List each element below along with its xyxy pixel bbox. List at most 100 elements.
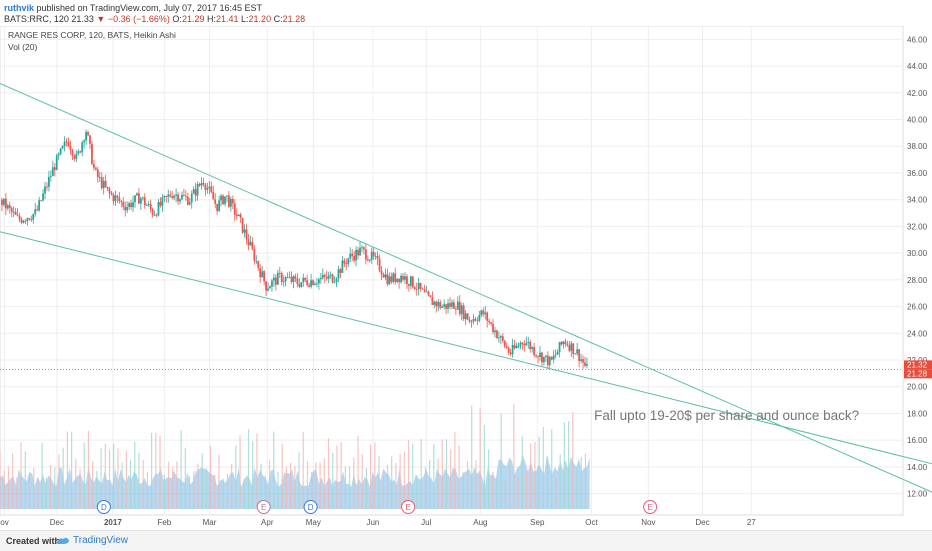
candle-body xyxy=(206,188,209,190)
price-chart[interactable]: 46.00 44.00 42.00 40.00 38.00 36.00 34.00 32.00… xyxy=(0,25,932,530)
candle-body xyxy=(253,249,256,262)
candle-body xyxy=(224,196,226,205)
low-label: L: xyxy=(241,14,249,24)
x-tick-label: Apr xyxy=(261,518,274,527)
candle-body xyxy=(155,214,158,216)
candle-body xyxy=(347,258,350,265)
candle-body xyxy=(181,194,183,200)
x-tick-label: Dec xyxy=(695,518,709,527)
chart-area[interactable]: 46.00 44.00 42.00 40.00 38.00 36.00 34.00 32.00… xyxy=(0,25,932,530)
candle-body xyxy=(235,214,238,217)
candle-body xyxy=(523,343,526,346)
candle-body xyxy=(290,276,293,283)
candle-body xyxy=(488,320,491,323)
candle-body xyxy=(527,342,530,344)
event-marker xyxy=(96,500,111,514)
candle-body xyxy=(531,347,534,350)
candle-body xyxy=(476,320,479,322)
candle-body xyxy=(335,278,338,282)
candle-body xyxy=(396,278,399,282)
candle-body xyxy=(141,197,144,199)
candle-body xyxy=(67,142,70,147)
x-tick-label: 2017 xyxy=(104,518,122,527)
candle-body xyxy=(44,186,46,194)
y-tick-label: 46.00 xyxy=(907,35,928,44)
candle-body xyxy=(139,198,142,204)
candle-body xyxy=(312,280,314,286)
y-tick-label: 28.00 xyxy=(907,276,928,285)
candle-body xyxy=(447,303,449,309)
candle-body xyxy=(130,203,132,208)
x-tick-label: Mar xyxy=(203,518,217,527)
candle-body xyxy=(572,343,575,354)
candle-body xyxy=(171,196,174,199)
candle-body xyxy=(231,199,234,204)
candle-body xyxy=(288,276,291,278)
low-value: 21.20 xyxy=(248,14,272,24)
candle-body xyxy=(496,330,498,339)
candle-body xyxy=(183,194,185,196)
candle-body xyxy=(261,271,264,278)
candle-body xyxy=(331,274,334,283)
candle-body xyxy=(413,287,416,289)
candle-body xyxy=(325,276,328,279)
candle-body xyxy=(355,249,357,261)
candle-body xyxy=(368,259,371,261)
candle-body xyxy=(239,214,242,218)
candle-body xyxy=(411,276,414,288)
candle-body xyxy=(560,342,563,345)
candle-body xyxy=(1,199,3,205)
event-marker-label: E xyxy=(405,503,410,512)
candle-body xyxy=(71,149,74,156)
tradingview-link[interactable]: TradingView xyxy=(73,535,129,546)
candle-body xyxy=(138,193,140,204)
candle-body xyxy=(274,277,277,285)
candle-body xyxy=(468,319,471,322)
candle-body xyxy=(104,180,107,187)
x-tick-label: Jul xyxy=(421,518,431,527)
candle-body xyxy=(267,288,269,291)
high-label: H: xyxy=(206,14,216,24)
quote-line: BATS:RRC, 120 21.33 ▼ −0.36 (−1.66%) O:2… xyxy=(4,14,305,24)
symbol: BATS:RRC, 120 xyxy=(4,14,69,24)
candle-body xyxy=(136,193,138,196)
candle-body xyxy=(120,201,123,202)
y-tick-label: 38.00 xyxy=(907,142,928,151)
candle-body xyxy=(341,260,344,273)
candle-body xyxy=(259,268,262,278)
candle-body xyxy=(202,182,205,185)
candle-body xyxy=(366,259,369,261)
candle-body xyxy=(402,275,404,280)
candle-body xyxy=(218,200,221,211)
candle-body xyxy=(499,336,502,338)
candle-body xyxy=(449,303,451,307)
candle-body xyxy=(525,343,528,346)
candle-body xyxy=(77,151,80,154)
candle-body xyxy=(108,188,111,193)
candle-body xyxy=(271,280,273,287)
y-tick-label: 16.00 xyxy=(907,436,928,445)
candle-body xyxy=(586,364,588,366)
candle-body xyxy=(480,310,483,316)
tradingview-logo-icon xyxy=(56,537,69,544)
candle-body xyxy=(544,355,547,357)
candle-body xyxy=(503,340,506,347)
candle-body xyxy=(196,183,199,196)
candle-body xyxy=(404,276,406,280)
candle-body xyxy=(437,302,440,307)
candle-body xyxy=(245,229,248,240)
author-link[interactable]: ruthvik xyxy=(4,3,35,13)
candle-body xyxy=(292,276,295,283)
candle-body xyxy=(533,347,536,356)
candle-body xyxy=(53,167,56,170)
event-marker xyxy=(401,500,416,514)
candle-body xyxy=(69,146,72,150)
publish-info: published on TradingView.com, July 07, 2… xyxy=(36,3,263,13)
candle-body xyxy=(204,184,207,190)
candle-body xyxy=(163,196,166,198)
price-tag-label: 21.28 xyxy=(907,369,928,378)
candle-body xyxy=(237,214,240,217)
candle-body xyxy=(124,206,127,211)
candle-body xyxy=(421,288,424,290)
candle-body xyxy=(112,194,115,202)
